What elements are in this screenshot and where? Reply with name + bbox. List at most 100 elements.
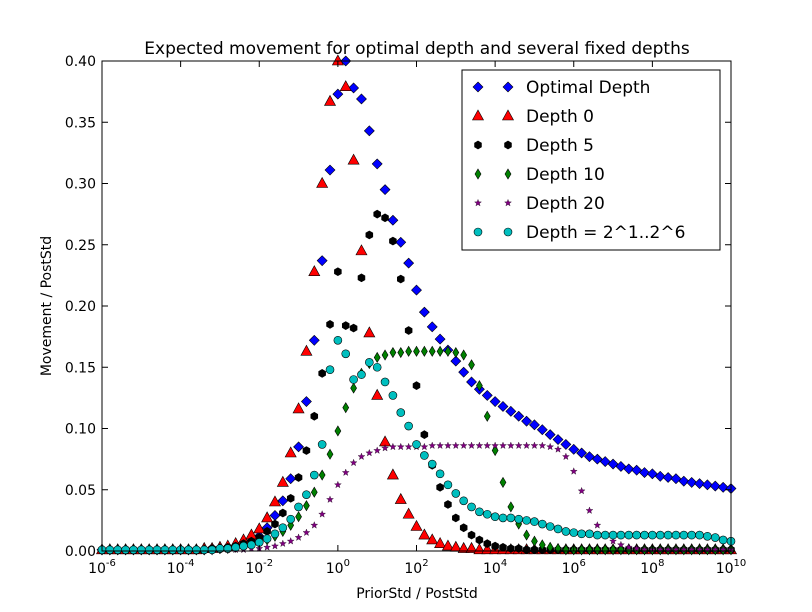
data-point	[262, 534, 272, 544]
data-point	[482, 509, 492, 519]
data-point	[576, 447, 588, 459]
data-point	[507, 441, 515, 449]
x-tick-label: 106	[562, 558, 586, 577]
data-point	[451, 489, 461, 498]
data-point	[523, 529, 530, 541]
data-point	[632, 544, 641, 552]
data-point	[536, 424, 548, 436]
data-point	[310, 521, 319, 529]
data-point	[263, 543, 271, 551]
x-tick: 106	[562, 61, 586, 577]
data-point	[467, 441, 476, 449]
data-point	[160, 545, 170, 555]
data-point	[326, 495, 334, 503]
data-point	[373, 446, 382, 454]
data-point	[309, 470, 319, 480]
data-point	[552, 434, 564, 445]
x-tick: 10-6	[88, 61, 116, 577]
data-point	[324, 94, 337, 106]
data-point	[334, 267, 342, 277]
data-point	[458, 366, 470, 378]
x-tick: 1010	[716, 61, 746, 577]
data-point	[459, 496, 468, 506]
data-point	[687, 530, 696, 540]
data-point	[467, 502, 476, 512]
data-point	[418, 306, 430, 318]
data-point	[192, 545, 201, 555]
data-point	[363, 125, 375, 137]
data-point	[129, 545, 138, 555]
data-point	[514, 441, 523, 449]
data-point	[405, 345, 412, 357]
data-point	[671, 530, 681, 540]
data-point	[521, 415, 532, 427]
data-point	[593, 521, 602, 529]
data-point	[365, 358, 374, 367]
data-point	[294, 473, 303, 482]
y-tick-label: 0.35	[65, 115, 96, 131]
data-point	[569, 528, 579, 537]
data-point	[686, 476, 698, 488]
data-point	[294, 502, 303, 512]
data-point	[395, 236, 407, 248]
data-point	[420, 430, 429, 439]
x-tick-label: 10-2	[245, 558, 273, 577]
data-point	[334, 480, 342, 489]
data-point	[609, 544, 617, 556]
y-tick-label: 0.15	[65, 360, 96, 376]
data-point	[381, 444, 389, 452]
data-point	[394, 492, 407, 504]
data-point	[318, 469, 326, 481]
data-point	[624, 543, 633, 551]
data-point	[332, 88, 344, 100]
data-point	[434, 333, 446, 345]
data-point	[465, 541, 478, 553]
data-point	[491, 441, 499, 449]
data-point	[544, 429, 556, 441]
data-point	[284, 446, 297, 458]
data-point	[371, 388, 384, 400]
data-point	[426, 533, 439, 545]
data-point	[363, 326, 376, 338]
chart-title: Expected movement for optimal depth and …	[144, 39, 690, 59]
data-point	[380, 377, 390, 387]
data-point	[286, 537, 295, 545]
data-point	[710, 533, 720, 542]
data-point	[475, 535, 484, 545]
legend-entry: Depth 0	[471, 107, 594, 127]
data-point	[639, 467, 650, 479]
data-point	[365, 230, 374, 240]
data-point	[263, 527, 271, 536]
data-point	[483, 441, 492, 449]
data-point	[389, 236, 397, 246]
data-point	[286, 493, 295, 503]
data-point	[506, 513, 516, 523]
data-point	[529, 419, 540, 431]
x-axis-label: PriorStd / PostStd	[356, 586, 478, 602]
data-point	[648, 530, 657, 540]
data-point	[277, 495, 289, 507]
data-point	[239, 541, 248, 551]
data-point	[418, 528, 431, 540]
data-point	[357, 370, 366, 379]
data-point	[301, 396, 312, 407]
data-point	[349, 323, 358, 333]
data-point	[278, 539, 287, 547]
y-tick-label: 0.40	[65, 54, 96, 70]
legend-label: Depth 10	[526, 165, 605, 185]
data-point	[231, 543, 240, 552]
data-point	[444, 345, 452, 357]
legend-entry: Depth 5	[474, 136, 594, 156]
data-point	[276, 475, 289, 487]
data-point	[347, 153, 360, 165]
data-point	[412, 440, 421, 449]
data-point	[562, 544, 570, 556]
data-point	[586, 544, 593, 556]
data-point	[278, 523, 288, 533]
data-point	[505, 405, 517, 417]
data-point	[451, 441, 460, 449]
data-point	[545, 522, 555, 531]
data-point	[585, 506, 594, 514]
legend-label: Depth = 2^1..2^6	[526, 223, 685, 243]
data-point	[295, 511, 302, 523]
